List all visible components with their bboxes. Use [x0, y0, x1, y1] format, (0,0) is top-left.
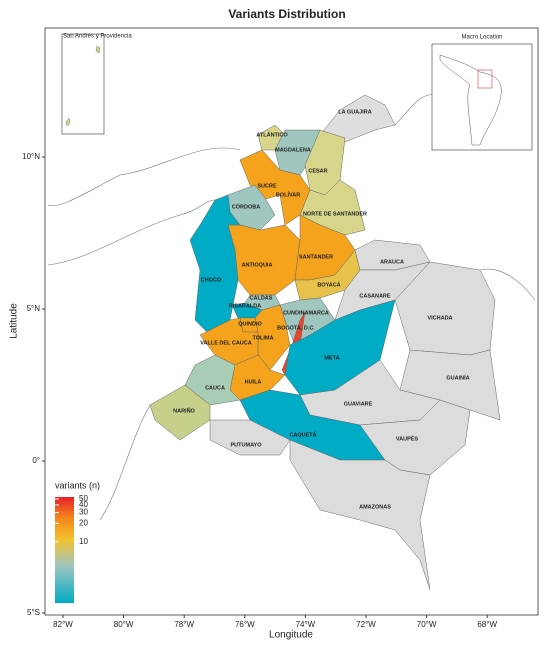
region [289, 439, 431, 591]
x-tick-label: 80°W [114, 620, 134, 629]
inset-continent [439, 54, 502, 146]
region-label: MAGDALENA [275, 147, 311, 153]
x-tick-label: 68°W [477, 620, 497, 629]
region-label: ARAUCA [380, 259, 404, 265]
x-tick-label: 74°W [296, 620, 316, 629]
region-label: BOGOTA, D.C. [277, 325, 315, 331]
region-label: NORTE DE SANTANDER [303, 211, 367, 217]
x-tick-label: 78°W [174, 620, 194, 629]
region-label: BOYACÁ [317, 281, 340, 288]
legend-tick-label: 20 [79, 518, 88, 527]
region-labels: LA GUAJIRAATLÁNTICOMAGDALENACESARSUCREBO… [173, 109, 469, 510]
region-label: VAUPÉS [396, 434, 419, 442]
inset-left-title: San Andres y Providencia [63, 34, 132, 40]
colorbar [55, 497, 74, 603]
inset-islands [65, 45, 101, 127]
region [189, 194, 241, 336]
region-label: BOLÍVAR [276, 190, 300, 198]
x-tick-label: 82°W [53, 620, 73, 629]
region-label: CAUCA [205, 385, 225, 391]
region-label: VICHADA [427, 315, 452, 321]
regions [149, 94, 501, 591]
inset-right [431, 43, 533, 151]
y-axis-label: Latitude [9, 303, 20, 339]
region-label: PUTUMAYO [231, 442, 263, 448]
legend-tick-label: 30 [79, 508, 88, 517]
region-label: CALDAS [250, 295, 273, 301]
legend-tick-label: 40 [79, 500, 88, 509]
region-label: GUAVIARE [344, 401, 373, 407]
region-label: ATLÁNTICO [256, 131, 288, 138]
region-label: ANTIOQUIA [242, 262, 273, 268]
region-label: LA GUAJIRA [338, 109, 371, 115]
legend-tick-label: 10 [79, 537, 88, 546]
region-label: CHOCO [201, 277, 222, 283]
y-tick-label: 5°N [27, 304, 41, 313]
region-label: CASANARE [359, 293, 391, 299]
y-tick-label: 0° [32, 456, 40, 465]
region [209, 419, 291, 456]
region-label: CESAR [308, 168, 327, 174]
region-label: NARIÑO [173, 407, 195, 414]
region [284, 299, 396, 396]
inset-right-title: Macro Location [461, 35, 502, 41]
legend-title: variants (n) [55, 480, 100, 490]
region-label: QUINDIO [238, 321, 262, 327]
region-label: TOLIMA [253, 335, 274, 341]
region-label: SANTANDER [299, 254, 333, 260]
x-tick-label: 72°W [356, 620, 376, 629]
region-label: HUILA [245, 379, 262, 385]
x-tick-label: 76°W [235, 620, 255, 629]
x-tick-label: 70°W [417, 620, 437, 629]
y-tick-label: 5°S [27, 608, 40, 617]
region-label: CÓRDOBA [232, 202, 260, 210]
region-label: CUNDINAMARCA [283, 310, 329, 316]
map-title: Variants Distribution [228, 7, 345, 21]
neighbor-outlines [47, 93, 536, 521]
x-axis-label: Longitude [269, 630, 313, 641]
axis-ticks: 82°W 80°W 78°W 76°W 74°W 72°W 70°W 68°W 10°N 5°N 0… [22, 152, 497, 629]
region-label: VALLE DEL CAUCA [200, 340, 251, 346]
region-label: CAQUETÁ [289, 431, 316, 438]
legend-tick-label: 50 [79, 494, 88, 503]
inset-highlight [477, 69, 493, 89]
y-tick-label: 10°N [22, 152, 40, 161]
region-label: META [324, 355, 339, 361]
region-label: RISARALDA [229, 303, 261, 309]
region-label: AMAZONAS [359, 504, 391, 510]
region-label: GUAINÍA [446, 373, 469, 381]
region-label: SUCRE [257, 183, 277, 189]
